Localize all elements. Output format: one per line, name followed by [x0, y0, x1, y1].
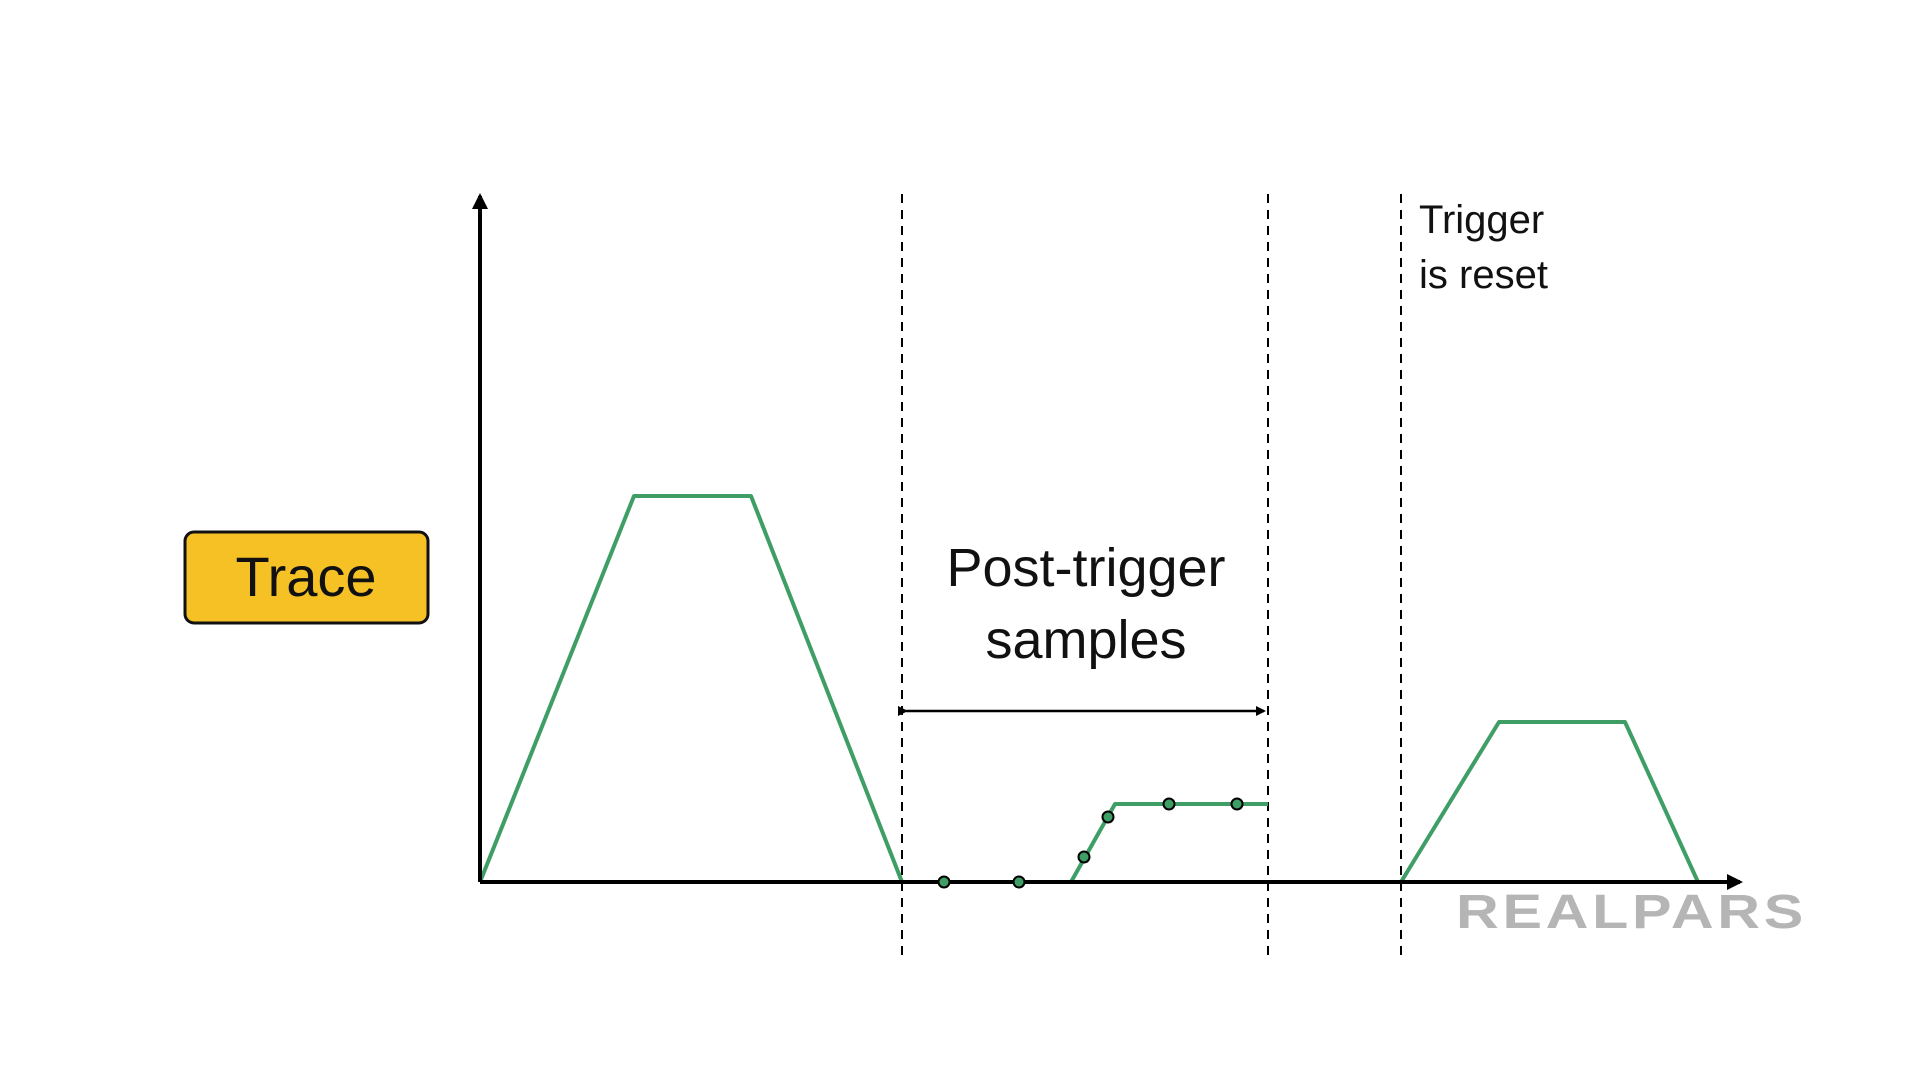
annotation: is reset: [1419, 253, 1548, 297]
sample-dot: [1162, 797, 1176, 811]
sample-dot: [937, 875, 951, 889]
sample-dot: [1230, 797, 1244, 811]
sample-dot: [1077, 850, 1091, 864]
trace-label: Trace: [235, 545, 376, 608]
annotation: samples: [985, 610, 1186, 670]
annotation: Post-trigger: [946, 538, 1225, 598]
annotation: Trigger: [1419, 198, 1544, 242]
trace-box: [183, 530, 430, 625]
dashed-lines: [901, 194, 1402, 962]
sample-dots: [937, 797, 1244, 889]
logo: REALPARS: [1456, 886, 1807, 939]
sample-dot: [1012, 875, 1026, 889]
sample-dot: [1101, 810, 1115, 824]
signal-line: [1399, 720, 1700, 884]
